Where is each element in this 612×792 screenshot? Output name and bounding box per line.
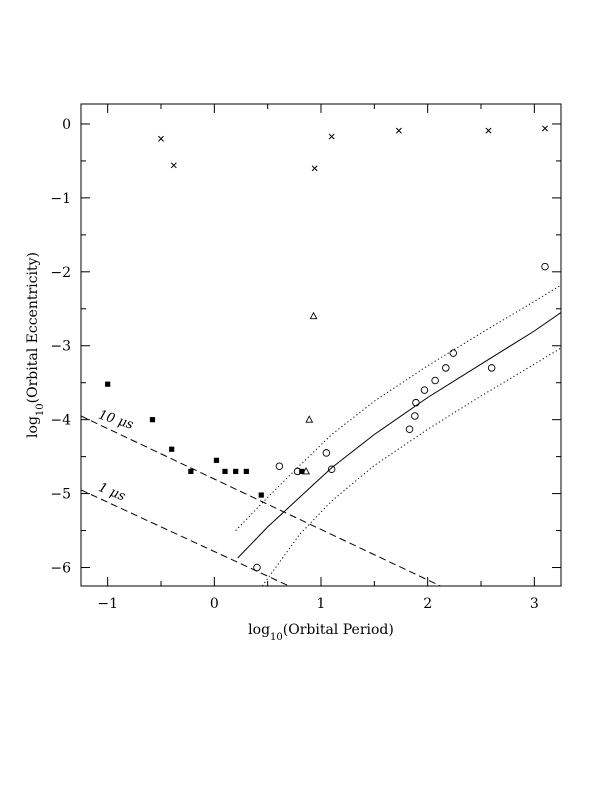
point-filled-square bbox=[149, 417, 156, 423]
line-annotation: 10 μs bbox=[96, 408, 135, 433]
curves-layer bbox=[81, 284, 561, 586]
curve-dotted bbox=[261, 347, 561, 586]
xlabel-sub: 10 bbox=[270, 632, 283, 643]
ylabel-sub: 10 bbox=[35, 403, 46, 416]
point-triangle bbox=[309, 311, 318, 320]
point-cross bbox=[485, 127, 492, 134]
y-tick-label: −3 bbox=[50, 339, 71, 355]
point-open-circle bbox=[541, 262, 549, 271]
point-open-circle bbox=[420, 386, 429, 394]
point-filled-square bbox=[233, 468, 239, 475]
curve-dotted bbox=[235, 284, 561, 531]
ylabel: log10(Orbital Eccentricity) bbox=[25, 252, 46, 438]
curve-dashed bbox=[81, 415, 441, 586]
point-cross bbox=[158, 135, 164, 142]
point-filled-square bbox=[222, 468, 228, 475]
point-open-circle bbox=[411, 412, 419, 420]
x-tick-label: −1 bbox=[97, 596, 118, 612]
point-open-circle bbox=[293, 467, 302, 476]
ticks-layer bbox=[81, 104, 561, 586]
point-open-circle bbox=[431, 376, 439, 385]
point-filled-square bbox=[188, 468, 194, 475]
point-triangle bbox=[305, 415, 314, 423]
point-open-circle bbox=[487, 364, 496, 372]
point-open-circle bbox=[253, 563, 261, 572]
point-cross bbox=[311, 165, 318, 172]
xlabel-suffix: (Orbital Period) bbox=[283, 622, 394, 638]
point-open-circle bbox=[442, 364, 450, 372]
point-filled-square bbox=[299, 468, 305, 475]
point-cross bbox=[395, 127, 402, 134]
curve-solid bbox=[237, 312, 561, 559]
point-filled-square bbox=[213, 457, 220, 463]
point-cross bbox=[170, 162, 177, 169]
xlabel-prefix: log bbox=[248, 622, 270, 638]
point-open-circle bbox=[412, 398, 420, 407]
y-tick-label: 0 bbox=[62, 117, 71, 133]
x-tick-label: 1 bbox=[317, 596, 326, 612]
annotation-number: 10 bbox=[96, 408, 116, 427]
point-triangle bbox=[302, 466, 311, 475]
point-cross bbox=[542, 125, 548, 132]
y-tick-label: −2 bbox=[50, 265, 71, 281]
point-filled-square bbox=[169, 446, 175, 452]
y-tick-label: −1 bbox=[50, 191, 71, 207]
x-tick-label: 2 bbox=[423, 596, 432, 612]
point-open-circle bbox=[275, 462, 284, 470]
point-filled-square bbox=[105, 381, 111, 387]
y-tick-label: −5 bbox=[50, 487, 71, 503]
xlabel: log10(Orbital Period) bbox=[248, 622, 394, 643]
point-open-circle bbox=[322, 449, 331, 457]
x-tick-label: 3 bbox=[530, 596, 539, 612]
x-tick-label: 0 bbox=[210, 596, 219, 612]
annotations-layer: 10 μs1 μs bbox=[96, 408, 135, 505]
curve-dashed bbox=[81, 489, 290, 586]
y-tick-label: −4 bbox=[50, 413, 71, 429]
y-tick-label: −6 bbox=[50, 561, 71, 577]
ylabel-suffix: (Orbital Eccentricity) bbox=[25, 252, 41, 403]
annotation-unit: μs bbox=[116, 414, 135, 433]
point-filled-square bbox=[258, 492, 264, 498]
ylabel-prefix: log bbox=[25, 416, 41, 438]
point-cross bbox=[328, 133, 335, 140]
line-annotation: 1 μs bbox=[96, 480, 127, 504]
point-open-circle bbox=[405, 425, 414, 434]
plot-frame bbox=[80, 103, 562, 587]
point-open-circle bbox=[449, 349, 458, 357]
annotation-unit: μs bbox=[108, 485, 128, 505]
points-layer bbox=[105, 125, 549, 572]
point-open-circle bbox=[327, 465, 336, 473]
point-filled-square bbox=[243, 468, 249, 475]
